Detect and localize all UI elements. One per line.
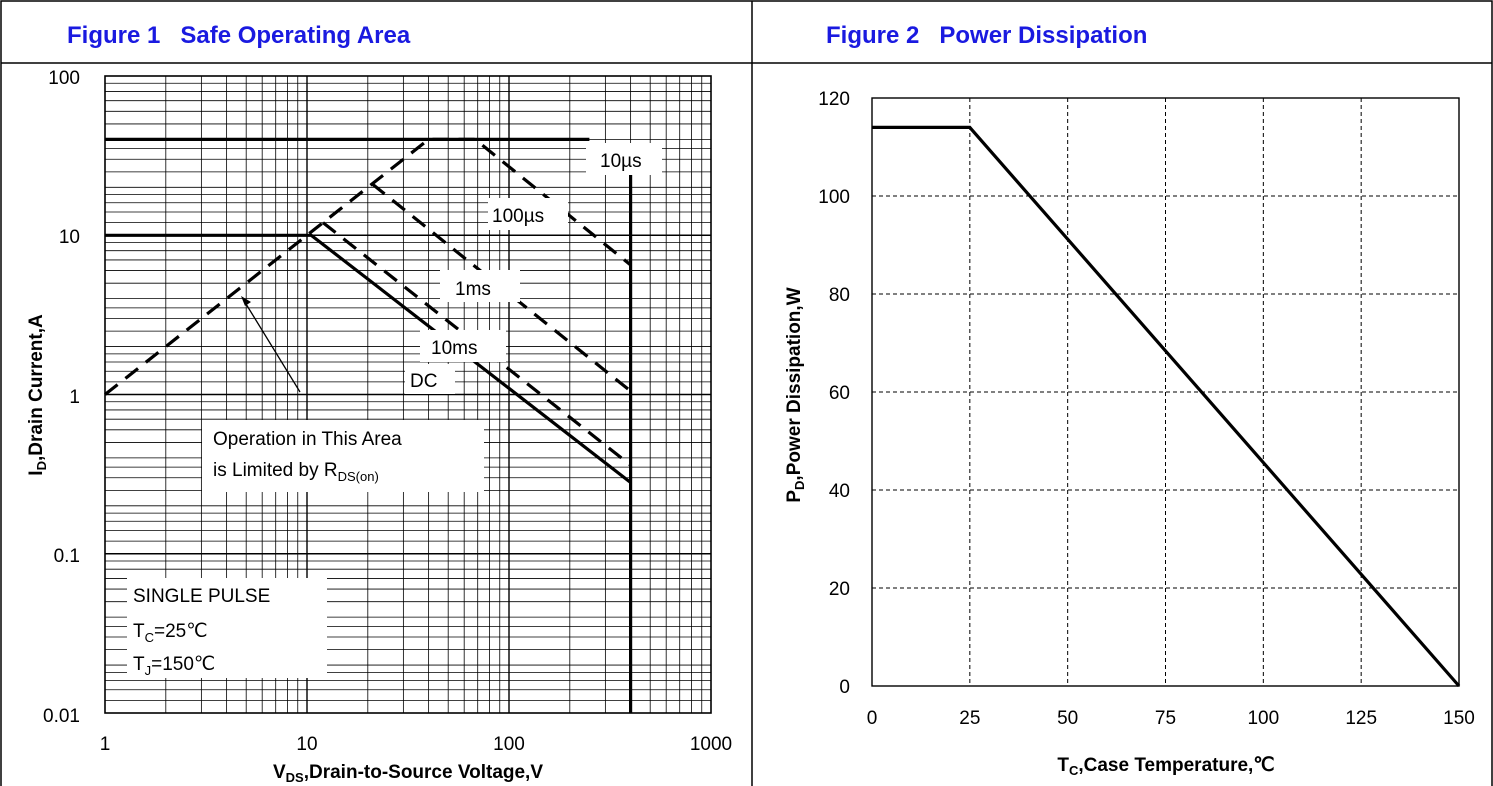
label-bg-dc — [405, 364, 455, 394]
f1-ylabel-rest: ,Drain Current,A — [26, 314, 47, 461]
label-tc-rest: =25℃ — [154, 621, 208, 642]
label-rds-line1: Operation in This Area — [213, 429, 402, 450]
f2-xlabel: TC,Case Temperature,℃ — [1057, 755, 1274, 778]
figure-2-tick-labels: 0 25 50 75 100 125 150 0 20 40 60 80 100 120 — [818, 89, 1475, 729]
label-10us: 10µs — [600, 151, 642, 172]
f1-xtick-100: 100 — [493, 734, 525, 755]
f1-ylabel-sub: D — [34, 461, 49, 470]
f1-ytick-0.1: 0.1 — [54, 546, 80, 567]
label-tj: TJ=150℃ — [133, 654, 215, 678]
f2-xtick-0: 0 — [867, 708, 878, 729]
label-10ms: 10ms — [431, 338, 477, 359]
f2-ylabel: PD,Power Dissipation,W — [784, 287, 807, 502]
label-tj-sub: J — [145, 663, 152, 678]
f2-ytick-120: 120 — [818, 89, 850, 110]
f1-xtick-1: 1 — [100, 734, 111, 755]
f2-xtick-50: 50 — [1057, 708, 1078, 729]
f1-xlabel-rest: ,Drain-to-Source Voltage,V — [304, 762, 544, 783]
f1-xtick-1000: 1000 — [690, 734, 732, 755]
f1-annotations: 10µs 100µs 1ms 10ms DC Operation in This… — [127, 143, 662, 678]
rds-arrow-line — [245, 303, 301, 393]
f1-xlabel-sub: DS — [286, 770, 304, 785]
f2-ytick-0: 0 — [839, 677, 850, 698]
label-tj-main: T — [133, 654, 145, 675]
f1-ytick-10: 10 — [59, 227, 80, 248]
f1-xtick-10: 10 — [296, 734, 317, 755]
f2-ylabel-rest: ,Power Dissipation,W — [784, 287, 805, 480]
f1-series-line-4 — [105, 233, 632, 484]
f2-ytick-80: 80 — [829, 285, 850, 306]
figure-2-title: Figure 2 Power Dissipation — [826, 22, 1147, 49]
f1-ylabel: ID,Drain Current,A — [26, 314, 49, 476]
figure-1-title: Figure 1 Safe Operating Area — [67, 22, 411, 49]
f1-ytick-100: 100 — [48, 68, 80, 89]
f2-xlabel-sub: C — [1069, 763, 1079, 778]
f2-xlabel-main: T — [1057, 755, 1069, 776]
f1-ytick-0.01: 0.01 — [43, 706, 80, 727]
label-bg-rds — [202, 420, 484, 492]
f2-xtick-150: 150 — [1443, 708, 1475, 729]
label-tc-main: T — [133, 621, 145, 642]
label-rds-line2: is Limited by RDS(on) — [213, 460, 379, 484]
f2-series-line-0 — [872, 125, 1461, 688]
f1-xlabel-main: V — [273, 762, 286, 783]
f2-ytick-100: 100 — [818, 187, 850, 208]
f1-ylabel-main: I — [26, 470, 47, 475]
f2-xtick-75: 75 — [1155, 708, 1176, 729]
label-bg-10us — [586, 143, 662, 175]
f1-ytick-1: 1 — [69, 387, 80, 408]
label-dc: DC — [410, 371, 437, 392]
f2-xlabel-rest: ,Case Temperature,℃ — [1078, 755, 1274, 776]
label-1ms: 1ms — [455, 279, 491, 300]
label-tc-sub: C — [145, 630, 154, 645]
f2-xtick-125: 125 — [1345, 708, 1377, 729]
figure-2-plot-border — [871, 97, 1460, 687]
label-tc: TC=25℃ — [133, 621, 208, 645]
label-tj-rest: =150℃ — [151, 654, 215, 675]
figure-2-grid — [872, 98, 1459, 686]
f2-ytick-60: 60 — [829, 383, 850, 404]
label-bg-1ms — [440, 270, 520, 302]
f2-xtick-25: 25 — [959, 708, 980, 729]
figure-2-power-dissipation: Figure 2 Power Dissipation 0 25 50 75 100 125… — [784, 22, 1475, 778]
f1-xlabel: VDS,Drain-to-Source Voltage,V — [273, 762, 543, 785]
label-bg-10ms — [420, 330, 506, 362]
label-single-pulse: SINGLE PULSE — [133, 586, 270, 607]
label-100us: 100µs — [492, 206, 544, 227]
label-bg-conditions — [127, 578, 327, 678]
f2-ytick-20: 20 — [829, 579, 850, 600]
f2-ytick-40: 40 — [829, 481, 850, 502]
figure-2-series — [872, 125, 1461, 688]
f2-xtick-100: 100 — [1247, 708, 1279, 729]
f2-ylabel-sub: D — [792, 481, 807, 490]
f2-ylabel-main: P — [784, 490, 805, 503]
label-rds-main: is Limited by R — [213, 460, 338, 481]
figure-1-safe-operating-area: Figure 1 Safe Operating Area 100 10 1 0.… — [26, 22, 732, 785]
label-rds-sub: DS(on) — [338, 469, 379, 484]
rds-arrow-head — [241, 296, 251, 306]
label-bg-100us — [488, 198, 568, 230]
